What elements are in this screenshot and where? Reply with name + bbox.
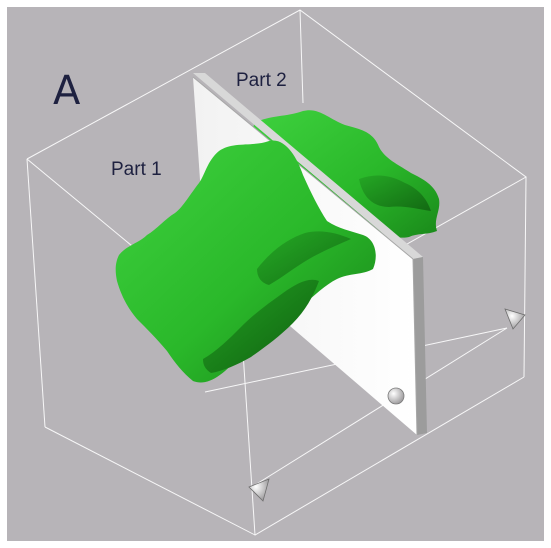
part-2-label: Part 2 [236,70,287,91]
sphere-marker-icon [387,387,405,405]
render-viewport: A Part 1 Part 2 [7,7,544,541]
surface-part-1-fold [203,279,319,373]
panel-label: A [53,68,81,114]
plane-top-edge [193,73,423,259]
box-bottom-edges [44,376,525,536]
box-edge [523,176,527,378]
box-edge [299,9,304,104]
box-edge [241,336,256,536]
cone-marker-icon [248,478,270,502]
box-inner-edge [254,327,508,486]
cone-marker-icon [504,308,526,330]
plane-side-edge [413,257,427,435]
surface-part-2-fold [359,175,431,211]
surface-part-1 [115,140,376,383]
part-1-label: Part 1 [111,159,162,180]
scene-3d [26,9,527,536]
box-edge [26,158,46,428]
surface-part-1-fold-2 [257,231,351,285]
